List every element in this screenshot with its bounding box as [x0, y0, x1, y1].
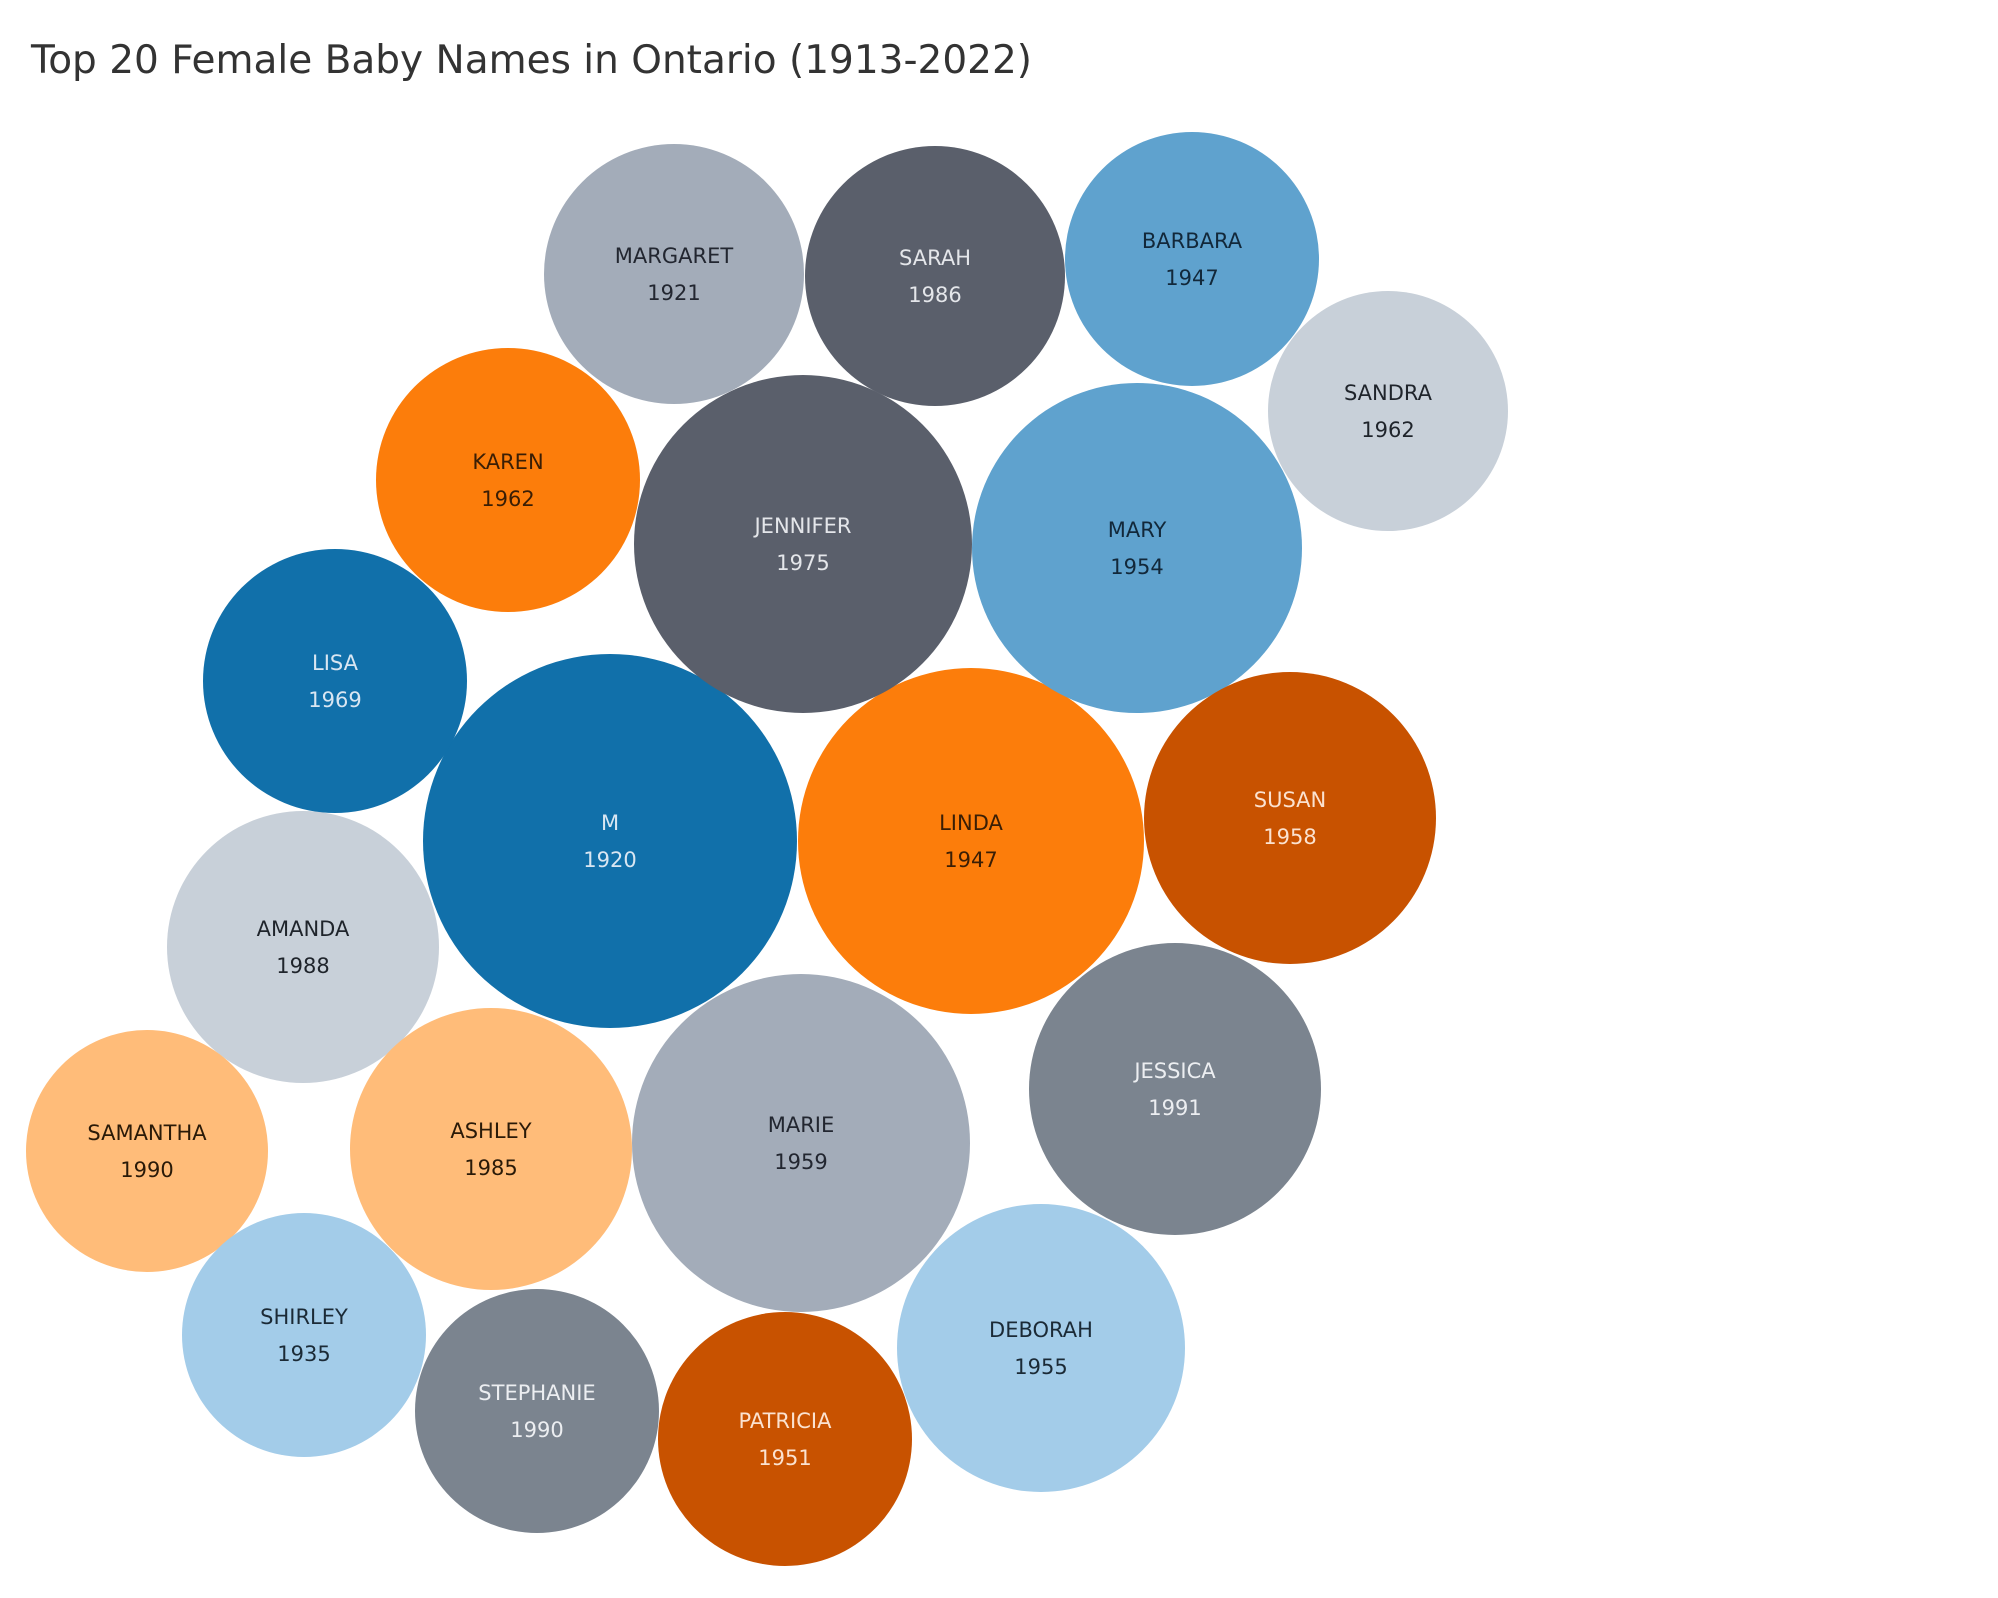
bubble-year-label: 1985 — [464, 1156, 517, 1180]
bubble-name-label: MARIE — [768, 1113, 835, 1137]
bubble-mary[interactable]: MARY 1954 — [972, 383, 1302, 713]
bubble-name-label: JENNIFER — [752, 514, 851, 538]
bubble-name-label: LINDA — [939, 811, 1003, 835]
bubble-circle-lisa[interactable] — [203, 549, 467, 813]
bubble-patricia[interactable]: PATRICIA 1951 — [658, 1312, 912, 1566]
bubble-name-label: SHIRLEY — [260, 1305, 348, 1329]
bubble-barbara[interactable]: BARBARA 1947 — [1065, 132, 1319, 386]
bubble-year-label: 1921 — [647, 281, 700, 305]
bubble-ashley[interactable]: ASHLEY 1985 — [350, 1008, 632, 1290]
bubble-name-label: M — [601, 811, 619, 835]
bubble-circle-amanda[interactable] — [167, 811, 439, 1083]
bubble-name-label: PATRICIA — [739, 1409, 833, 1433]
bubble-circle-linda[interactable] — [798, 668, 1144, 1014]
bubble-marie[interactable]: MARIE 1959 — [632, 974, 970, 1312]
bubble-circle-stephanie[interactable] — [415, 1289, 659, 1533]
bubble-circle-marie[interactable] — [632, 974, 970, 1312]
bubble-year-label: 1947 — [944, 848, 997, 872]
bubble-name-label: JESSICA — [1132, 1059, 1216, 1083]
bubble-name-label: BARBARA — [1142, 229, 1243, 253]
bubble-year-label: 1986 — [908, 283, 961, 307]
bubble-samantha[interactable]: SAMANTHA 1990 — [26, 1030, 268, 1272]
bubble-name-label: SUSAN — [1254, 788, 1327, 812]
bubble-year-label: 1969 — [308, 688, 361, 712]
bubble-year-label: 1954 — [1110, 555, 1163, 579]
bubble-m[interactable]: M 1920 — [423, 654, 797, 1028]
bubble-name-label: ASHLEY — [450, 1119, 531, 1143]
bubble-circle-jessica[interactable] — [1029, 943, 1321, 1235]
bubble-year-label: 1947 — [1165, 266, 1218, 290]
bubble-deborah[interactable]: DEBORAH 1955 — [897, 1204, 1185, 1492]
bubble-shirley[interactable]: SHIRLEY 1935 — [182, 1213, 426, 1457]
bubble-year-label: 1991 — [1148, 1096, 1201, 1120]
bubble-name-label: MARY — [1108, 518, 1167, 542]
bubble-year-label: 1990 — [510, 1418, 563, 1442]
bubble-year-label: 1988 — [276, 954, 329, 978]
chart-title: Top 20 Female Baby Names in Ontario (191… — [31, 38, 1032, 83]
bubble-name-label: SARAH — [899, 246, 971, 270]
bubble-name-label: AMANDA — [257, 917, 350, 941]
bubble-circle-patricia[interactable] — [658, 1312, 912, 1566]
bubble-year-label: 1962 — [1361, 418, 1414, 442]
bubble-jessica[interactable]: JESSICA 1991 — [1029, 943, 1321, 1235]
bubble-margaret[interactable]: MARGARET 1921 — [544, 144, 804, 404]
bubble-year-label: 1962 — [481, 487, 534, 511]
bubble-year-label: 1959 — [774, 1150, 827, 1174]
bubble-name-label: KAREN — [472, 450, 543, 474]
bubble-circle-karen[interactable] — [376, 348, 640, 612]
bubble-circle-m[interactable] — [423, 654, 797, 1028]
bubble-linda[interactable]: LINDA 1947 — [798, 668, 1144, 1014]
bubble-year-label: 1975 — [776, 551, 829, 575]
bubble-year-label: 1920 — [583, 848, 636, 872]
bubble-circle-susan[interactable] — [1144, 672, 1436, 964]
bubble-circle-sandra[interactable] — [1268, 291, 1508, 531]
bubble-susan[interactable]: SUSAN 1958 — [1144, 672, 1436, 964]
bubble-circle-deborah[interactable] — [897, 1204, 1185, 1492]
bubble-karen[interactable]: KAREN 1962 — [376, 348, 640, 612]
bubble-circle-margaret[interactable] — [544, 144, 804, 404]
bubble-name-label: SANDRA — [1344, 381, 1433, 405]
bubble-year-label: 1955 — [1014, 1355, 1067, 1379]
bubble-year-label: 1958 — [1263, 825, 1316, 849]
bubble-name-label: DEBORAH — [989, 1318, 1093, 1342]
bubble-year-label: 1935 — [277, 1342, 330, 1366]
bubble-year-label: 1951 — [758, 1446, 811, 1470]
bubble-name-label: SAMANTHA — [87, 1121, 207, 1145]
bubble-sandra[interactable]: SANDRA 1962 — [1268, 291, 1508, 531]
bubble-lisa[interactable]: LISA 1969 — [203, 549, 467, 813]
bubble-year-label: 1990 — [120, 1158, 173, 1182]
bubble-circle-sarah[interactable] — [805, 146, 1065, 406]
bubble-circle-mary[interactable] — [972, 383, 1302, 713]
bubble-name-label: MARGARET — [615, 244, 734, 268]
bubble-stephanie[interactable]: STEPHANIE 1990 — [415, 1289, 659, 1533]
bubble-circle-shirley[interactable] — [182, 1213, 426, 1457]
bubble-jennifer[interactable]: JENNIFER 1975 — [634, 375, 972, 713]
bubble-circle-jennifer[interactable] — [634, 375, 972, 713]
bubble-name-label: LISA — [312, 651, 359, 675]
bubble-amanda[interactable]: AMANDA 1988 — [167, 811, 439, 1083]
bubble-sarah[interactable]: SARAH 1986 — [805, 146, 1065, 406]
bubble-circle-barbara[interactable] — [1065, 132, 1319, 386]
bubble-circle-samantha[interactable] — [26, 1030, 268, 1272]
bubble-circle-ashley[interactable] — [350, 1008, 632, 1290]
bubble-name-label: STEPHANIE — [478, 1381, 595, 1405]
